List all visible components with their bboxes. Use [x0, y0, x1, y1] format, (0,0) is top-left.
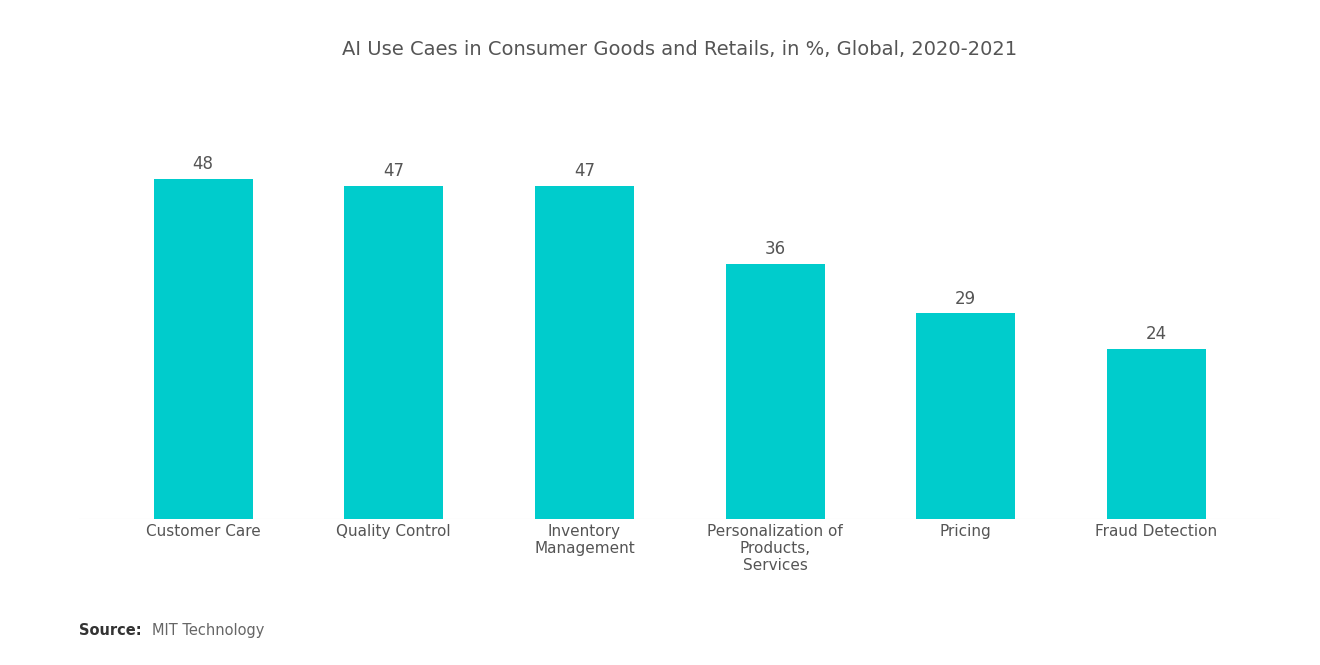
- Text: 47: 47: [574, 162, 595, 180]
- Text: 48: 48: [193, 155, 214, 174]
- Bar: [1107, 349, 1206, 519]
- Text: Source:: Source:: [79, 623, 141, 638]
- Text: MIT Technology: MIT Technology: [152, 623, 264, 638]
- Text: 47: 47: [383, 162, 404, 180]
- Text: 36: 36: [764, 240, 785, 258]
- Title: AI Use Caes in Consumer Goods and Retails, in %, Global, 2020-2021: AI Use Caes in Consumer Goods and Retail…: [342, 40, 1018, 59]
- Bar: [916, 313, 1015, 519]
- Bar: [153, 179, 252, 519]
- Bar: [345, 186, 444, 519]
- Bar: [535, 186, 634, 519]
- Text: 29: 29: [956, 290, 977, 308]
- Bar: [726, 264, 825, 519]
- Text: 24: 24: [1146, 325, 1167, 343]
